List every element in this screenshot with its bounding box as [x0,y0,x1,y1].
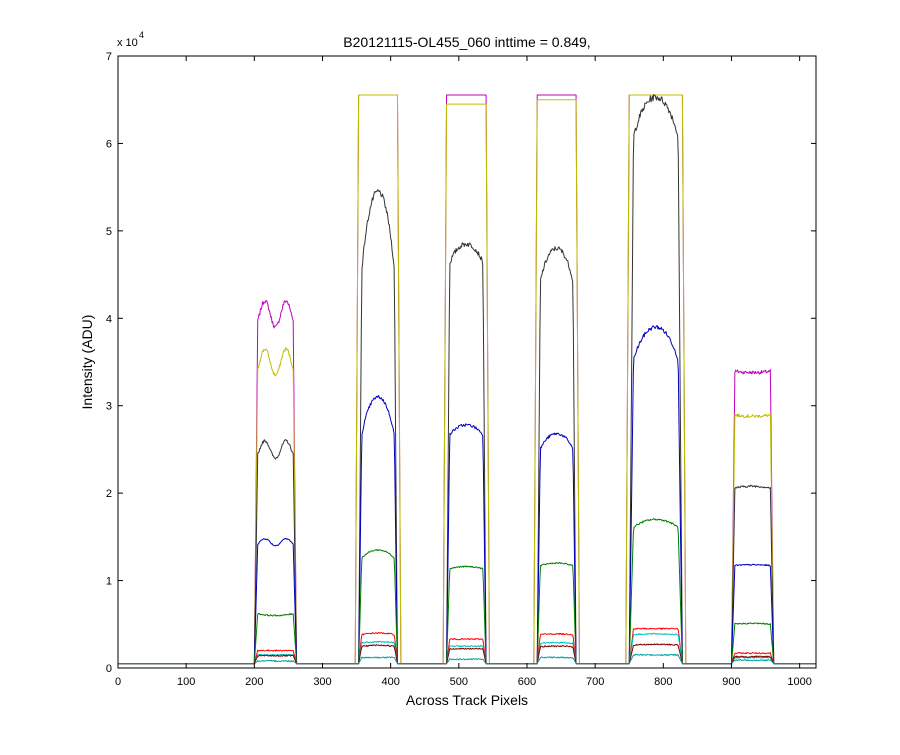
series-line-9 [118,653,816,665]
plot-area [118,56,816,668]
x-tick-label: 600 [518,676,536,688]
x-tick-label: 800 [654,676,672,688]
x-tick-label: 500 [450,676,468,688]
y-tick-label: 5 [106,226,112,238]
y-tick-label: 1 [106,576,112,588]
x-tick-label: 300 [313,676,331,688]
y-tick-label: 6 [106,138,112,150]
y-tick-label: 3 [106,401,112,413]
x-axis-label: Across Track Pixels [406,692,528,708]
x-tick-label: 100 [177,676,195,688]
y-exponent: 4 [139,30,144,40]
y-tick-label: 4 [106,313,112,325]
x-tick-label: 200 [245,676,263,688]
y-axis-label: Intensity (ADU) [79,315,95,410]
tick-layer: 0 100 200 300 400 500 600 700 800 900 1000 0 1 2 3 4 5 6 7 [106,51,816,688]
chart-title: B20121115-OL455_060 inttime = 0.849, [343,34,590,50]
y-exponent-label: x 10 [117,37,138,49]
axes-box [117,55,817,669]
y-tick-label: 0 [106,663,112,675]
y-tick-label: 2 [106,488,112,500]
x-tick-label: 900 [722,676,740,688]
x-tick-label: 1000 [787,676,811,688]
x-tick-label: 700 [586,676,604,688]
series-layer [118,93,816,665]
x-tick-label: 0 [115,676,121,688]
y-tick-label: 7 [106,51,112,63]
x-tick-label: 400 [381,676,399,688]
